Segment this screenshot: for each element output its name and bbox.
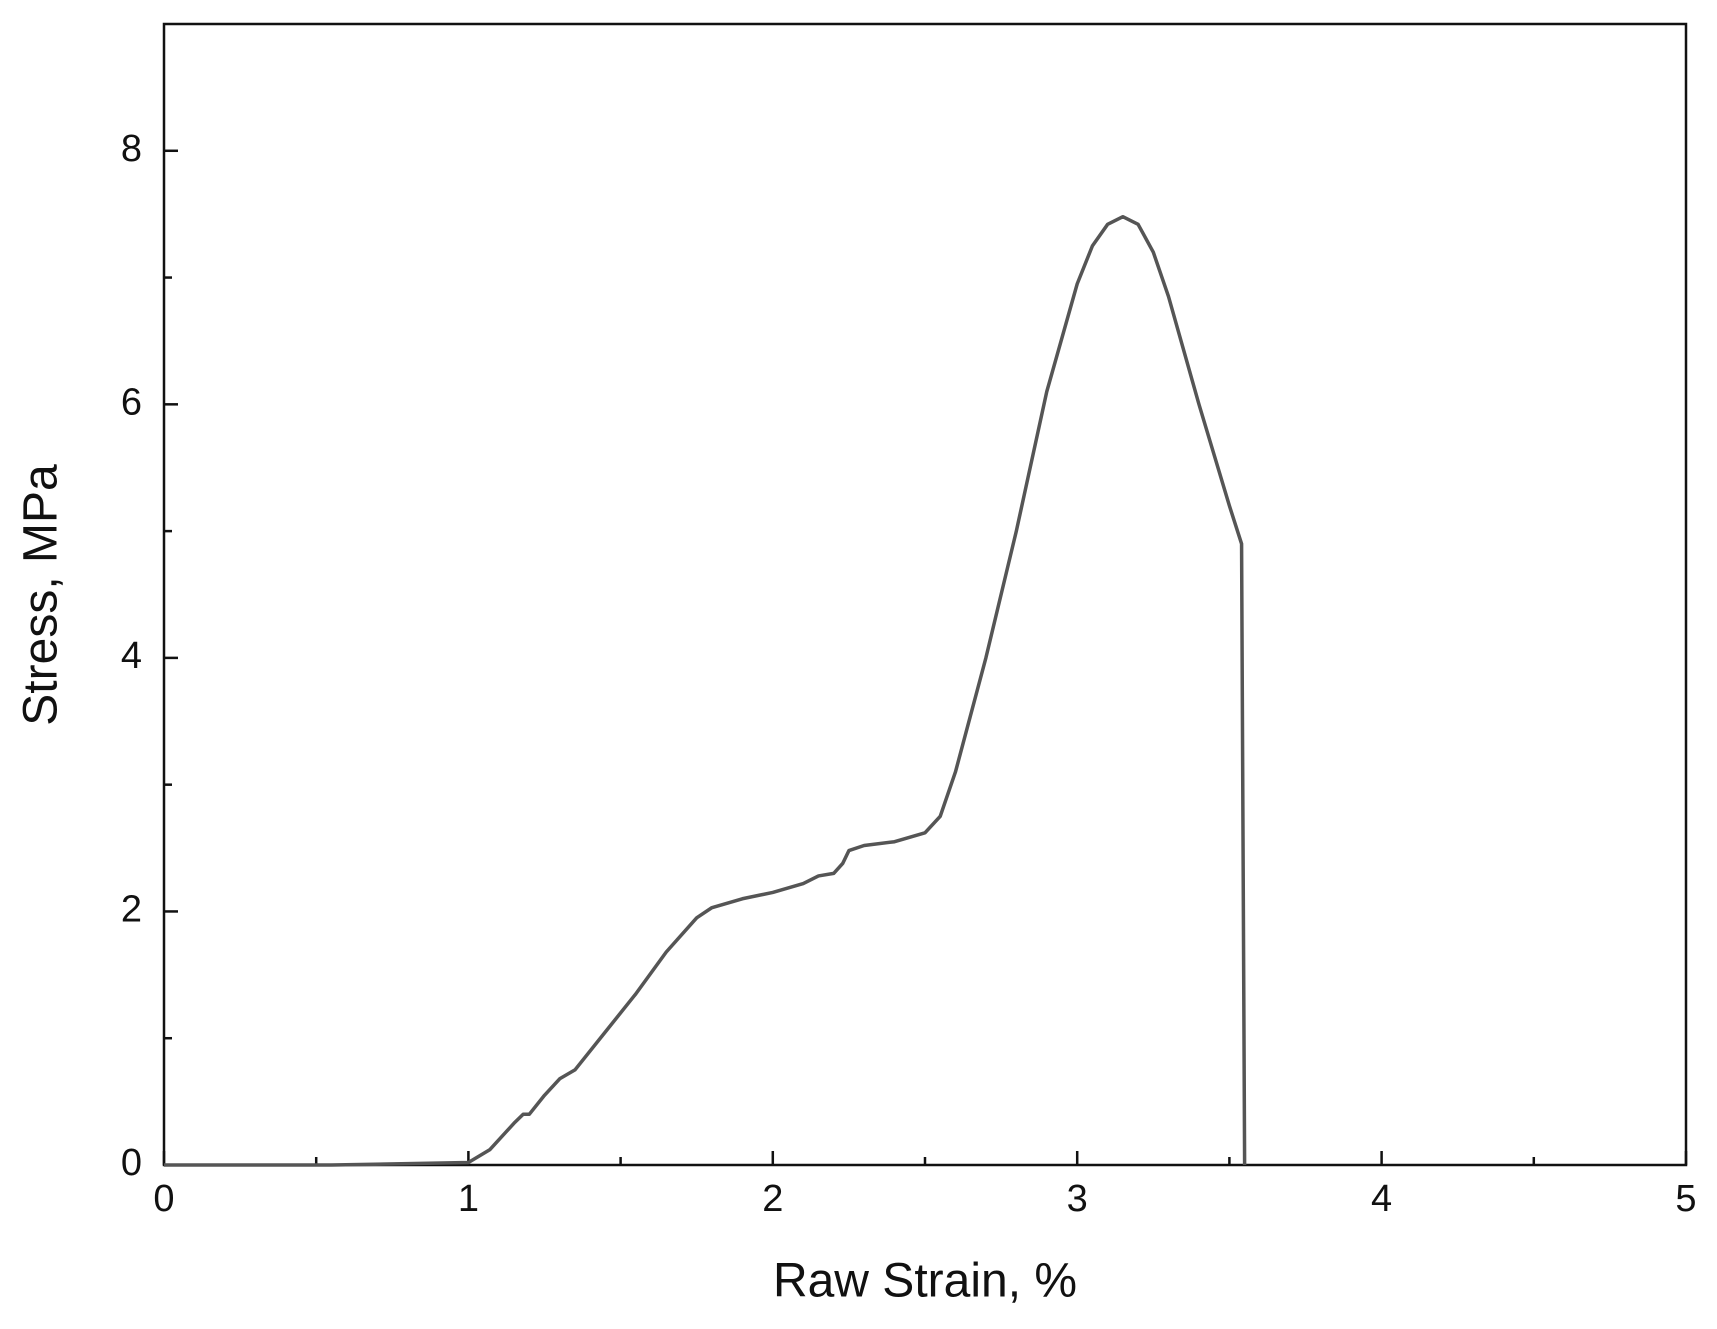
y-tick-label: 8 xyxy=(121,128,142,170)
x-tick-label: 0 xyxy=(153,1178,174,1220)
plot-frame xyxy=(162,22,1688,1167)
y-tick-label: 2 xyxy=(121,888,142,930)
x-tick-label: 5 xyxy=(1675,1178,1696,1220)
data-line xyxy=(164,214,1247,1167)
x-tick-label: 2 xyxy=(762,1178,783,1220)
y-tick-label: 0 xyxy=(121,1142,142,1184)
x-tick-label: 3 xyxy=(1067,1178,1088,1220)
y-axis-label: Stress, MPa xyxy=(15,464,68,726)
x-tick-label: 4 xyxy=(1371,1178,1392,1220)
x-axis-label: Raw Strain, % xyxy=(773,1255,1077,1308)
y-tick-label: 6 xyxy=(121,381,142,423)
x-tick-label: 1 xyxy=(458,1178,479,1220)
y-tick-label: 4 xyxy=(121,635,142,677)
